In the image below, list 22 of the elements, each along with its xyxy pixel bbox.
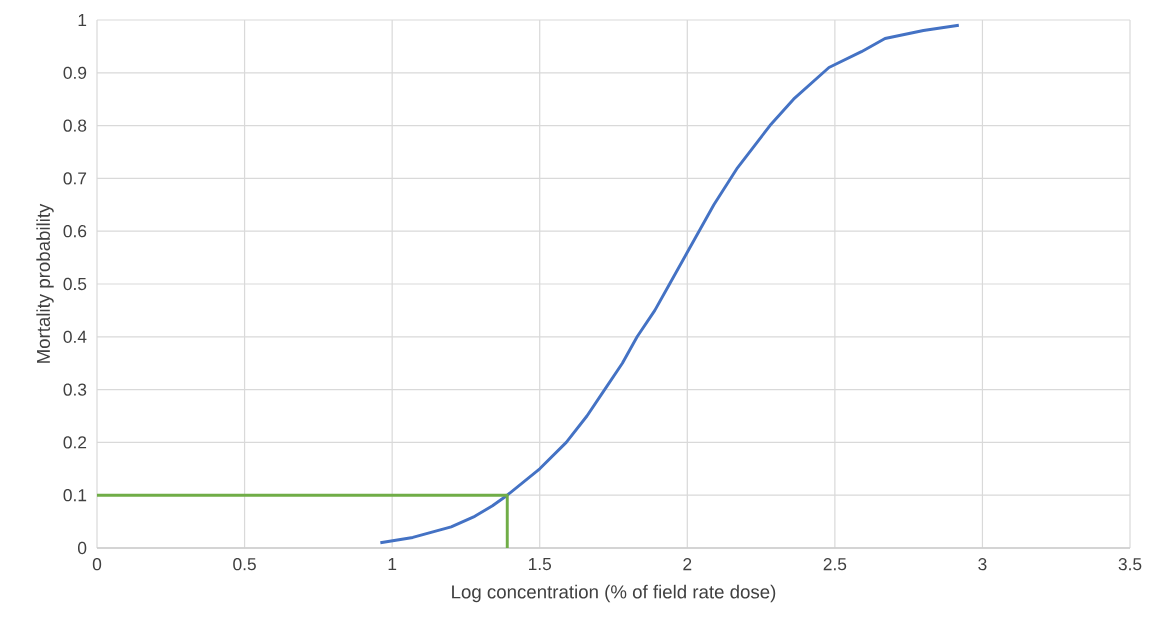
y-tick-label: 0.3 (63, 383, 87, 396)
y-tick-label: 0.9 (63, 66, 87, 79)
y-tick-label: 0.4 (63, 330, 87, 343)
y-tick-label: 0.8 (63, 119, 87, 132)
x-tick-label: 2.5 (823, 558, 847, 571)
x-axis-title: Log concentration (% of field rate dose) (452, 584, 776, 603)
y-tick-label: 0.6 (63, 225, 87, 238)
x-tick-label: 0 (92, 558, 102, 571)
x-tick-label: 3.5 (1118, 558, 1142, 571)
x-tick-label: 0.5 (233, 558, 256, 571)
y-tick-label: 0 (77, 541, 87, 555)
y-tick-label: 0.1 (63, 489, 87, 502)
x-tick-label: 1.5 (528, 558, 552, 571)
y-tick-label: 0.2 (63, 436, 87, 449)
y-tick-label: 0.7 (63, 172, 87, 185)
y-tick-label: 1 (78, 14, 87, 26)
x-tick-label: 2 (683, 558, 692, 571)
x-tick-label: 3 (978, 558, 987, 571)
y-axis-title: Mortality probability (36, 203, 54, 363)
y-tick-label: 0.5 (63, 277, 87, 291)
x-tick-label: 1 (388, 558, 397, 570)
line-series (378, 23, 961, 545)
